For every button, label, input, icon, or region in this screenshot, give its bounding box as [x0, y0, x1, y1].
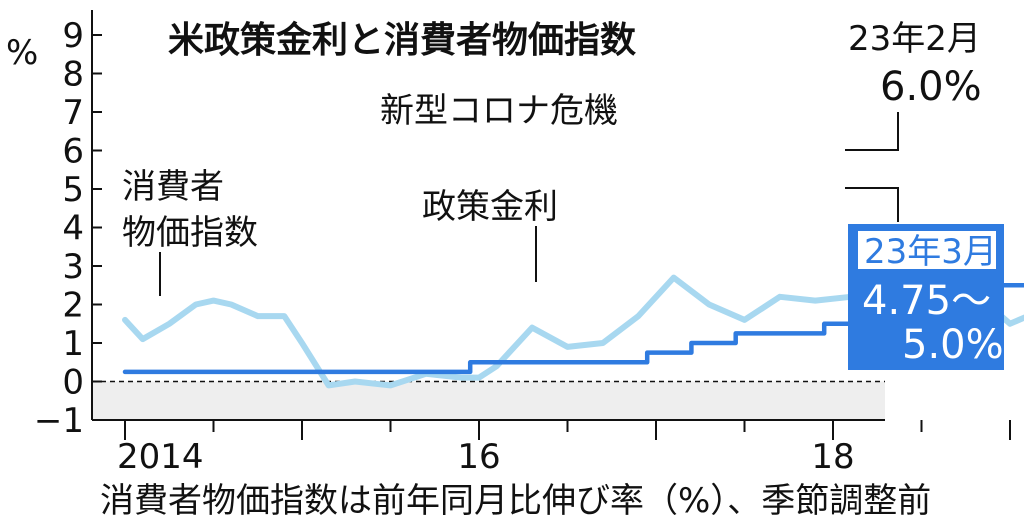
policy-rate-series-label: 政策金利: [422, 187, 558, 282]
y-tick-label: 8: [62, 55, 84, 95]
policy-rate-end-date: 23年3月: [864, 232, 997, 272]
cpi-end-date: 23年2月: [848, 19, 981, 59]
policy_rate-line: [122, 283, 1024, 375]
negative-region-shade: [92, 381, 885, 420]
y-axis-unit: %: [6, 33, 38, 73]
y-tick-label: 5: [62, 170, 84, 210]
event-label: 新型コロナ危機: [380, 91, 618, 131]
policy-rate-end-value-line2: 5.0%: [902, 322, 1004, 368]
chart-axes: −1012345678920141618202223年: [34, 10, 1011, 477]
cpi-end-label: 23年2月 6.0%: [845, 19, 982, 151]
y-tick-label: 9: [62, 16, 84, 56]
x-tick-label: 2014: [117, 437, 204, 477]
y-tick-label: 2: [62, 286, 84, 326]
y-tick-label: 3: [62, 247, 84, 287]
cpi-series-label: 消費者 物価指数: [122, 167, 258, 296]
cpi-end-value: 6.0%: [880, 64, 982, 110]
policy-rate-label: 政策金利: [422, 187, 558, 227]
x-tick-label: 16: [457, 437, 500, 477]
y-tick-label: −1: [34, 401, 84, 441]
cpi-label-line2: 物価指数: [122, 213, 258, 253]
y-tick-label: 1: [62, 324, 84, 364]
policy-rate-end-label: 23年3月 4.75〜 5.0%: [845, 187, 1004, 370]
x-tick-label: 18: [811, 437, 854, 477]
cpi-label-line1: 消費者: [122, 167, 224, 207]
negative-shade-rect: [92, 381, 885, 420]
y-tick-label: 7: [62, 93, 84, 133]
y-tick-label: 0: [62, 363, 84, 403]
chart-title: 米政策金利と消費者物価指数: [168, 19, 636, 61]
policy-rate-end-date-box: [858, 231, 996, 269]
policy-rate-end-leader: [845, 187, 899, 222]
y-tick-label: 6: [62, 132, 84, 172]
policy-rate-end-value-line1: 4.75〜: [862, 278, 991, 324]
cpi-end-leader: [845, 112, 899, 151]
y-tick-label: 4: [62, 209, 84, 249]
chart-footnote: 消費者物価指数は前年同月比伸び率（%）、季節調整前: [100, 481, 931, 521]
